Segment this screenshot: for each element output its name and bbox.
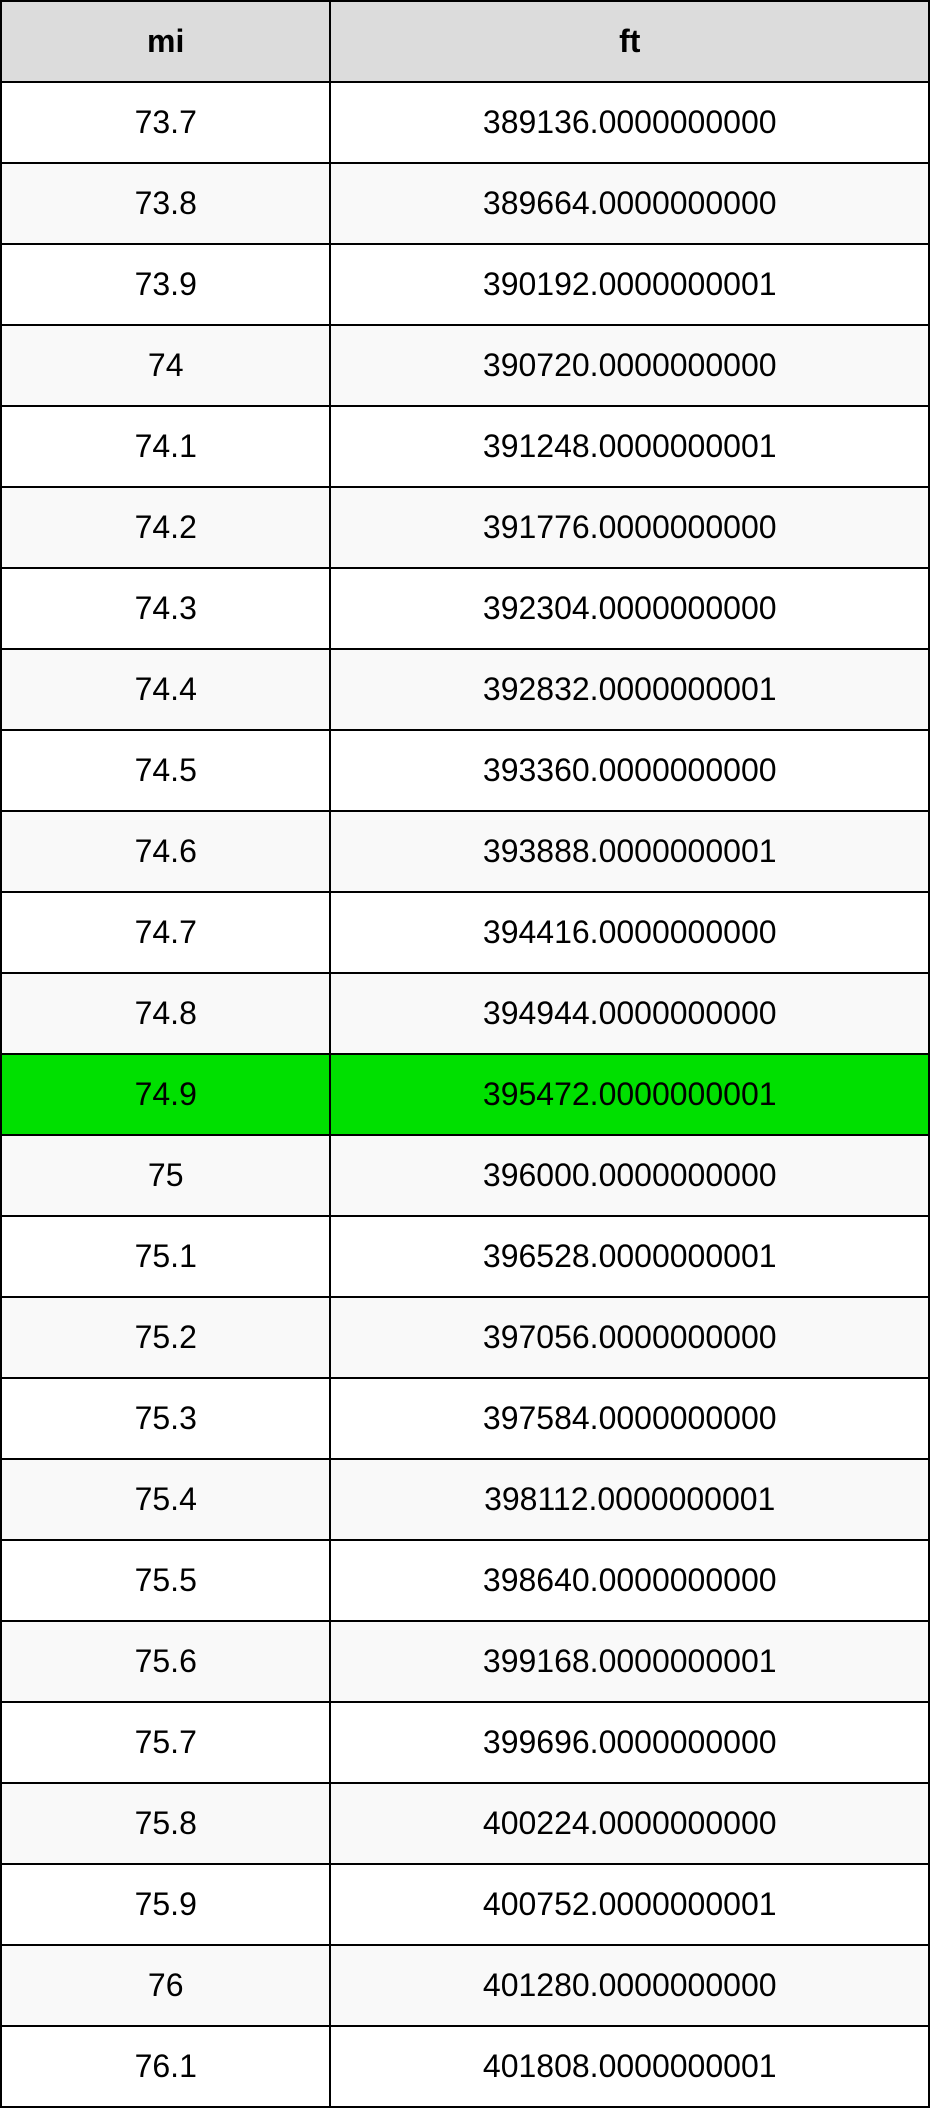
cell-ft: 401808.0000000001	[330, 2026, 929, 2107]
table-row: 74.5393360.0000000000	[1, 730, 929, 811]
cell-ft: 391776.0000000000	[330, 487, 929, 568]
cell-ft: 389136.0000000000	[330, 82, 929, 163]
table-row: 73.7389136.0000000000	[1, 82, 929, 163]
cell-ft: 389664.0000000000	[330, 163, 929, 244]
cell-mi: 75.8	[1, 1783, 330, 1864]
cell-ft: 394416.0000000000	[330, 892, 929, 973]
cell-ft: 397056.0000000000	[330, 1297, 929, 1378]
cell-mi: 74.7	[1, 892, 330, 973]
table-row: 74.3392304.0000000000	[1, 568, 929, 649]
table-row: 76.1401808.0000000001	[1, 2026, 929, 2107]
cell-ft: 396528.0000000001	[330, 1216, 929, 1297]
cell-ft: 395472.0000000001	[330, 1054, 929, 1135]
cell-mi: 75.4	[1, 1459, 330, 1540]
table-row: 76401280.0000000000	[1, 1945, 929, 2026]
table-row: 75396000.0000000000	[1, 1135, 929, 1216]
cell-ft: 396000.0000000000	[330, 1135, 929, 1216]
column-header-ft: ft	[330, 1, 929, 82]
cell-mi: 74.3	[1, 568, 330, 649]
table-row: 74.7394416.0000000000	[1, 892, 929, 973]
table-row: 75.1396528.0000000001	[1, 1216, 929, 1297]
cell-ft: 391248.0000000001	[330, 406, 929, 487]
table-row: 74.4392832.0000000001	[1, 649, 929, 730]
cell-ft: 393360.0000000000	[330, 730, 929, 811]
cell-ft: 400752.0000000001	[330, 1864, 929, 1945]
table-row: 74.2391776.0000000000	[1, 487, 929, 568]
cell-ft: 398112.0000000001	[330, 1459, 929, 1540]
conversion-table: mi ft 73.7389136.000000000073.8389664.00…	[0, 0, 930, 2108]
cell-mi: 74.2	[1, 487, 330, 568]
table-row: 74390720.0000000000	[1, 325, 929, 406]
table-row: 74.8394944.0000000000	[1, 973, 929, 1054]
cell-ft: 398640.0000000000	[330, 1540, 929, 1621]
cell-mi: 75.7	[1, 1702, 330, 1783]
cell-ft: 392832.0000000001	[330, 649, 929, 730]
cell-mi: 73.7	[1, 82, 330, 163]
cell-mi: 74.8	[1, 973, 330, 1054]
table-row: 74.6393888.0000000001	[1, 811, 929, 892]
cell-mi: 75.9	[1, 1864, 330, 1945]
cell-mi: 76	[1, 1945, 330, 2026]
table-row: 75.9400752.0000000001	[1, 1864, 929, 1945]
cell-mi: 74.1	[1, 406, 330, 487]
table-row: 75.5398640.0000000000	[1, 1540, 929, 1621]
cell-mi: 74.4	[1, 649, 330, 730]
table-row: 75.3397584.0000000000	[1, 1378, 929, 1459]
cell-ft: 397584.0000000000	[330, 1378, 929, 1459]
cell-ft: 390720.0000000000	[330, 325, 929, 406]
table-row: 75.6399168.0000000001	[1, 1621, 929, 1702]
table-header-row: mi ft	[1, 1, 929, 82]
table-row: 73.9390192.0000000001	[1, 244, 929, 325]
cell-ft: 390192.0000000001	[330, 244, 929, 325]
table-row: 75.7399696.0000000000	[1, 1702, 929, 1783]
cell-mi: 75.1	[1, 1216, 330, 1297]
cell-mi: 74	[1, 325, 330, 406]
cell-ft: 394944.0000000000	[330, 973, 929, 1054]
cell-ft: 401280.0000000000	[330, 1945, 929, 2026]
cell-mi: 73.8	[1, 163, 330, 244]
cell-mi: 74.6	[1, 811, 330, 892]
cell-mi: 76.1	[1, 2026, 330, 2107]
table-row: 73.8389664.0000000000	[1, 163, 929, 244]
cell-mi: 75.6	[1, 1621, 330, 1702]
column-header-mi: mi	[1, 1, 330, 82]
table-row: 74.9395472.0000000001	[1, 1054, 929, 1135]
cell-ft: 399168.0000000001	[330, 1621, 929, 1702]
cell-ft: 399696.0000000000	[330, 1702, 929, 1783]
cell-mi: 75.5	[1, 1540, 330, 1621]
cell-ft: 393888.0000000001	[330, 811, 929, 892]
cell-mi: 74.9	[1, 1054, 330, 1135]
cell-ft: 392304.0000000000	[330, 568, 929, 649]
cell-ft: 400224.0000000000	[330, 1783, 929, 1864]
cell-mi: 74.5	[1, 730, 330, 811]
conversion-table-wrap: mi ft 73.7389136.000000000073.8389664.00…	[0, 0, 930, 2108]
table-row: 75.2397056.0000000000	[1, 1297, 929, 1378]
cell-mi: 75	[1, 1135, 330, 1216]
cell-mi: 75.3	[1, 1378, 330, 1459]
table-row: 75.4398112.0000000001	[1, 1459, 929, 1540]
table-body: 73.7389136.000000000073.8389664.00000000…	[1, 82, 929, 2107]
cell-mi: 73.9	[1, 244, 330, 325]
table-row: 75.8400224.0000000000	[1, 1783, 929, 1864]
table-row: 74.1391248.0000000001	[1, 406, 929, 487]
cell-mi: 75.2	[1, 1297, 330, 1378]
